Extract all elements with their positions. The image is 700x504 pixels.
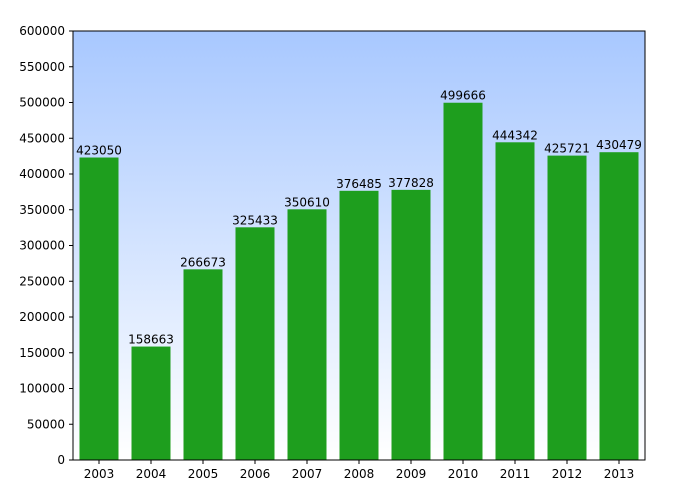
bar-2008 [339,190,379,460]
data-label-2012: 425721 [544,142,590,156]
y-tick-label: 600000 [19,24,65,38]
x-tick-label-2007: 2007 [292,467,323,481]
y-tick-label: 100000 [19,382,65,396]
x-tick-label-2004: 2004 [136,467,167,481]
bar-2009 [391,189,431,461]
data-label-2005: 266673 [180,255,226,269]
x-axis-ticks: 2003 2004 2005 2006 2007 2008 2009 2010 2011 2012… [84,460,635,481]
data-label-2013: 430479 [596,138,642,152]
bar-2007 [287,209,327,460]
y-tick-label: 450000 [19,131,65,145]
x-tick-label-2009: 2009 [396,467,427,481]
data-labels-group: 423050 158663 266673 325433 350610 376485 3778… [76,89,642,347]
bar-2005 [183,269,223,460]
bar-2003 [79,157,119,460]
data-label-2006: 325433 [232,213,278,227]
x-tick-label-2010: 2010 [448,467,479,481]
y-tick-label: 300000 [19,239,65,253]
x-tick-label-2008: 2008 [344,467,375,481]
data-label-2008: 376485 [336,177,382,191]
y-tick-label: 500000 [19,96,65,110]
y-tick-label: 50000 [27,417,65,431]
y-tick-label: 0 [57,453,65,467]
y-tick-label: 200000 [19,310,65,324]
bars-group [79,102,639,461]
data-label-2009: 377828 [388,176,434,190]
y-axis-ticks: 0 50000 100000 150000 200000 250000 300000 3500… [19,24,73,467]
bar-2011 [495,142,535,460]
bar-2004 [131,346,171,460]
x-tick-label-2005: 2005 [188,467,219,481]
bar-2012 [547,155,587,460]
data-label-2003: 423050 [76,144,122,158]
x-tick-label-2003: 2003 [84,467,115,481]
bar-2006 [235,227,275,460]
bar-2010 [443,102,483,461]
y-tick-label: 150000 [19,346,65,360]
data-label-2007: 350610 [284,195,330,209]
data-label-2004: 158663 [128,333,174,347]
x-tick-label-2012: 2012 [552,467,583,481]
data-label-2011: 444342 [492,128,538,142]
y-tick-label: 400000 [19,167,65,181]
x-tick-label-2011: 2011 [500,467,531,481]
data-label-2010: 499666 [440,89,486,103]
bar-2013 [599,152,639,460]
x-tick-label-2013: 2013 [604,467,635,481]
plot-frame [72,30,646,461]
y-tick-label: 350000 [19,203,65,217]
y-tick-label: 250000 [19,274,65,288]
y-tick-label: 550000 [19,60,65,74]
x-tick-label-2006: 2006 [240,467,271,481]
